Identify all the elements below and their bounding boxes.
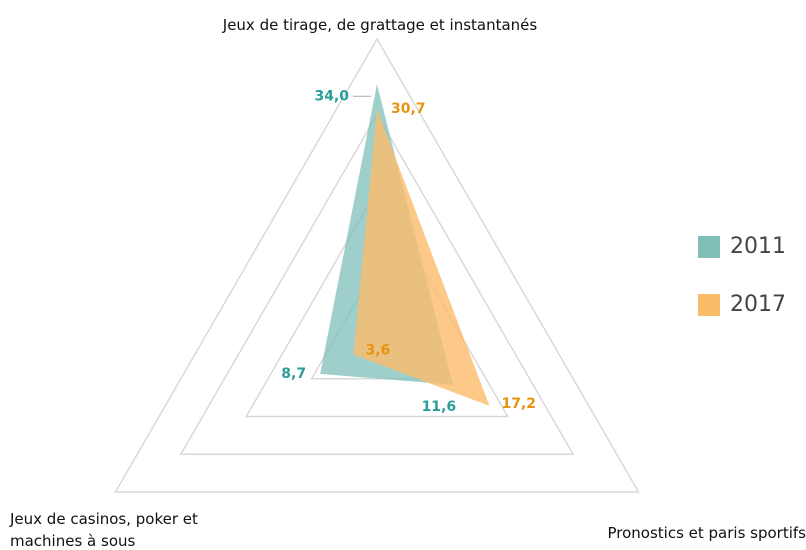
data-label: 3,6 [365,343,390,359]
legend-label: 2011 [730,234,786,259]
data-label: 30,7 [391,101,426,117]
data-label: 34,0 [314,88,349,104]
data-label: 8,7 [281,366,306,382]
series-area [353,109,490,406]
axis-label: Jeux de tirage, de grattage et instantan… [222,16,538,34]
legend-swatch [698,236,720,258]
grid-ring [114,37,640,493]
data-label: 17,2 [501,396,536,412]
grid-ring [179,112,575,455]
axis-label: Jeux de casinos, poker et machines à sou… [10,510,198,550]
data-label: 11,6 [422,399,457,415]
legend-label: 2017 [730,292,786,317]
axis-label: Pronostics et paris sportifs [607,524,806,542]
legend-swatch [698,294,720,316]
